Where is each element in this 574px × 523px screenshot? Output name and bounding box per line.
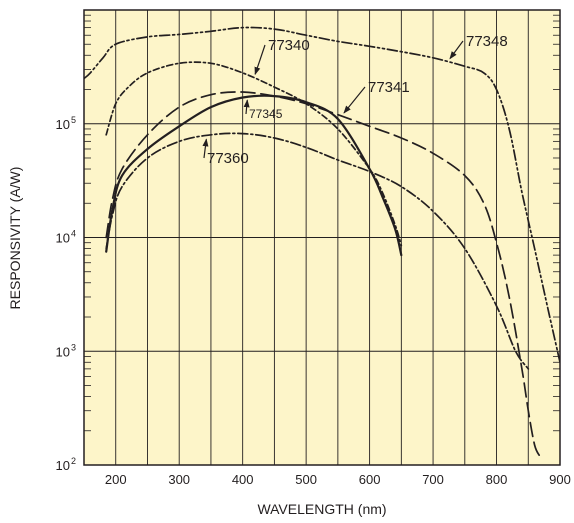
series-label-77345: 77345 bbox=[249, 107, 283, 121]
x-tick-label: 600 bbox=[359, 472, 381, 487]
series-line-77345 bbox=[105, 94, 403, 257]
leader-arrow-77340 bbox=[254, 44, 266, 76]
series-line-77348 bbox=[84, 26, 560, 364]
x-axis-title: WAVELENGTH (nm) bbox=[257, 501, 386, 517]
leader-arrow-77348 bbox=[449, 40, 464, 60]
y-tick-exponent: 5 bbox=[71, 115, 76, 125]
series-label-77348: 77348 bbox=[466, 33, 508, 50]
series-annotations: 77340 77348 77341 77345 77360 bbox=[202, 33, 508, 167]
x-tick-label: 800 bbox=[486, 472, 508, 487]
y-tick-label: 10 bbox=[56, 458, 70, 473]
y-tick-exponent: 3 bbox=[71, 342, 76, 352]
y-tick-exponent: 2 bbox=[71, 456, 76, 466]
x-tick-label: 400 bbox=[232, 472, 254, 487]
y-tick-label: 10 bbox=[56, 117, 70, 132]
grid bbox=[84, 10, 560, 465]
x-tick-label: 700 bbox=[422, 472, 444, 487]
leader-arrow-77345 bbox=[243, 99, 250, 115]
y-tick-label: 10 bbox=[56, 344, 70, 359]
series-line-77341 bbox=[105, 91, 541, 457]
leader-arrow-77360 bbox=[202, 138, 209, 159]
leader-arrow-77341 bbox=[343, 86, 366, 114]
y-tick-exponent: 4 bbox=[71, 229, 76, 239]
series-label-77341: 77341 bbox=[368, 79, 410, 96]
series-lines bbox=[84, 26, 560, 457]
y-tick-label: 10 bbox=[56, 231, 70, 246]
series-line-77340 bbox=[105, 61, 403, 247]
x-tick-labels: 200 300 400 500 600 700 800 900 bbox=[105, 472, 571, 487]
y-axis-title: RESPONSIVITY (A/W) bbox=[7, 167, 23, 310]
series-label-77360: 77360 bbox=[207, 150, 249, 167]
series-line-77360 bbox=[105, 132, 530, 370]
x-tick-label: 200 bbox=[105, 472, 127, 487]
minor-ticks bbox=[84, 14, 560, 432]
x-tick-label: 500 bbox=[295, 472, 317, 487]
series-label-77340: 77340 bbox=[268, 37, 310, 54]
x-tick-label: 900 bbox=[549, 472, 571, 487]
plot-frame bbox=[83, 9, 561, 466]
x-tick-label: 300 bbox=[168, 472, 190, 487]
